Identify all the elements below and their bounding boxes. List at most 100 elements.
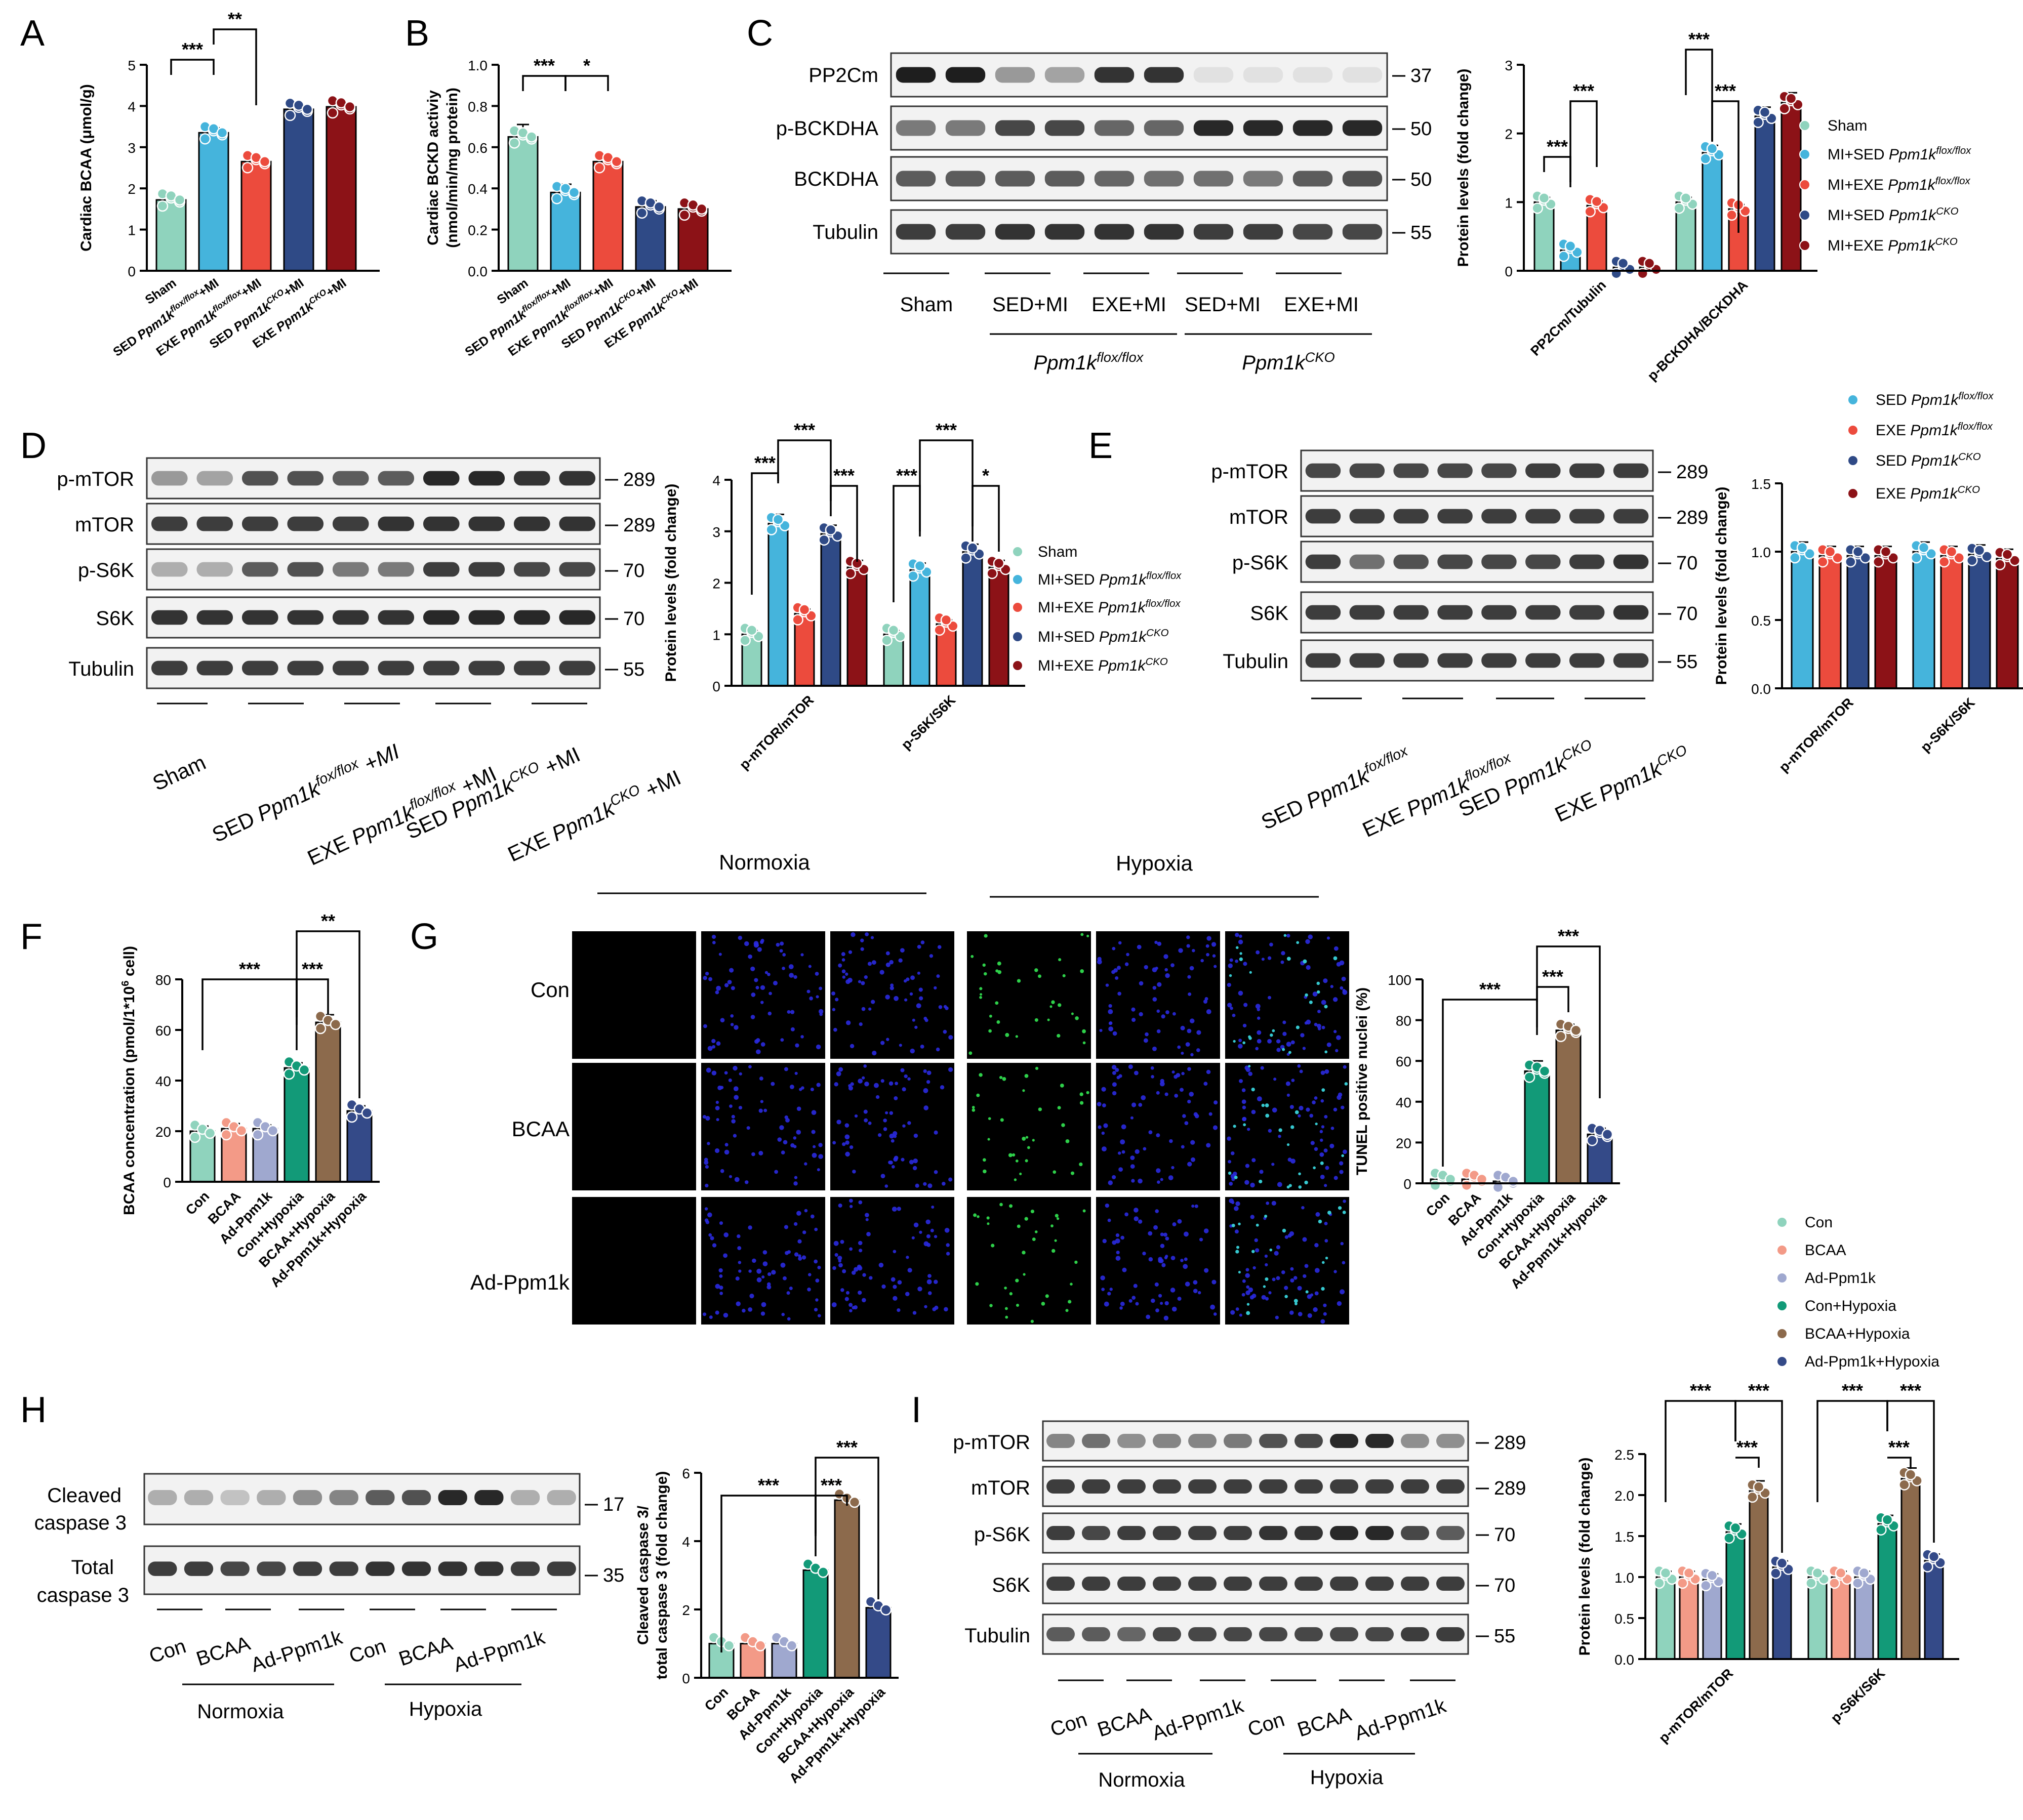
panel-g-chart-y-axis-title: TUNEL positive nuclei (%)	[1354, 987, 1370, 1175]
panel-g-nucleus	[917, 944, 921, 949]
panel-g-nucleus	[880, 1079, 884, 1083]
panel-g-nucleus	[1243, 1003, 1248, 1007]
panel-d-mtor-band	[559, 516, 596, 531]
panel-g-nucleus	[1171, 1070, 1175, 1074]
panel-g-nucleus	[883, 1127, 887, 1131]
panel-i-mtor-band	[1294, 1479, 1323, 1494]
panel-i-tubulin-band	[1294, 1627, 1323, 1642]
label-part: +MI	[633, 276, 659, 300]
panel-letter-F: F	[20, 917, 43, 957]
panel-g-nucleus	[786, 1291, 790, 1295]
panel-g-nucleus	[1312, 1100, 1316, 1104]
panel-d-mtor-band	[513, 516, 550, 531]
panel-g-nucleus	[711, 1070, 717, 1076]
panel-g-nucleus	[916, 1003, 921, 1009]
panel-i-ps6k-band	[1365, 1525, 1394, 1541]
panel-g-nucleus	[1321, 1025, 1325, 1029]
panel-c-group-label: EXE+MI	[1091, 294, 1166, 316]
panel-g-nucleus	[1187, 1067, 1191, 1071]
panel-g-nucleus	[1135, 1149, 1140, 1154]
panel-g-nucleus	[1164, 1092, 1168, 1096]
label-part: MI+SED	[1038, 571, 1099, 588]
panel-g-nucleus	[715, 1284, 720, 1289]
panel-e-pmtor-band	[1305, 463, 1341, 478]
panel-g-chart-sig2-bracket	[1536, 986, 1569, 1027]
panel-g-nucleus	[804, 1209, 808, 1213]
panel-d-mw: 70	[623, 608, 644, 630]
panel-g-tunel-nucleus	[1282, 1228, 1286, 1233]
panel-g-tunel-nucleus	[1004, 1307, 1008, 1310]
panel-g-nucleus	[1276, 1245, 1281, 1250]
panel-g-nucleus	[831, 991, 835, 996]
panel-g-nucleus	[909, 992, 913, 996]
panel-h-chart-sig3-stars: ***	[836, 1437, 858, 1458]
panel-g-nucleus	[1104, 1301, 1109, 1307]
panel-i-chart-point	[1875, 1524, 1887, 1536]
panel-f-point	[314, 1022, 327, 1035]
panel-a-point	[174, 194, 186, 206]
panel-i-mtor-band	[1117, 1479, 1146, 1494]
panel-i-chart-point	[1905, 1469, 1917, 1480]
panel-g-nucleus	[943, 1029, 947, 1034]
panel-g-nucleus	[934, 1130, 938, 1135]
panel-g-nucleus	[1155, 1209, 1159, 1213]
panel-i-pmtor-band	[1153, 1433, 1181, 1449]
panel-g-nucleus	[1326, 1042, 1331, 1047]
panel-g-nucleus	[1314, 1022, 1318, 1026]
panel-a-y-tick-label: 0	[128, 264, 136, 279]
panel-g-tunel-nucleus	[975, 1282, 979, 1286]
panel-c-chart-point	[1538, 192, 1550, 204]
panel-g-nucleus	[1282, 1031, 1287, 1036]
label-part: Sham	[1828, 117, 1867, 134]
panel-g-nucleus	[863, 1109, 868, 1114]
panel-h-total-membrane	[143, 1545, 581, 1595]
panel-h-cleaved-band	[438, 1490, 467, 1505]
panel-g-row-label: BCAA	[512, 1117, 570, 1141]
panel-g-nucleus	[1339, 1170, 1344, 1174]
panel-g-nucleus	[1303, 1274, 1307, 1278]
panel-g-tunel-nucleus	[1265, 1103, 1269, 1107]
panel-g-tunel-nucleus	[1074, 1260, 1078, 1264]
panel-g-nucleus	[838, 1263, 843, 1268]
panel-g-nucleus	[1335, 1049, 1339, 1053]
panel-g-nucleus	[1227, 1136, 1231, 1141]
panel-d-sig6-stars: *	[982, 465, 989, 486]
panel-g-nucleus	[1246, 1285, 1250, 1289]
panel-g-nucleus	[1108, 1004, 1112, 1008]
panel-g-chart-point	[1586, 1135, 1598, 1146]
panel-g-nucleus	[1103, 1123, 1108, 1128]
panel-a-bar	[326, 106, 357, 272]
panel-h-chart-point	[786, 1640, 798, 1651]
panel-g-nucleus	[1314, 1291, 1319, 1296]
panel-d-mw: 289	[623, 469, 655, 490]
panel-g-nucleus	[1289, 1231, 1294, 1236]
panel-h-group-label: BCAA	[396, 1632, 455, 1671]
panel-g-nucleus	[756, 1049, 761, 1054]
panel-g-nucleus	[809, 996, 813, 1001]
panel-d-pmtor-band	[559, 471, 596, 486]
panel-d-pmtor-band	[513, 471, 550, 486]
panel-g-nucleus	[1152, 1046, 1157, 1051]
panel-a-sig1-stars: ***	[182, 39, 203, 60]
panel-g-nucleus	[1193, 1289, 1198, 1294]
panel-h-chart-bar	[834, 1499, 860, 1679]
panel-g-nucleus	[781, 1312, 785, 1316]
panel-g-nucleus	[815, 1298, 819, 1302]
panel-c-tubulin-band	[1193, 224, 1234, 240]
panel-e-s6k-band	[1437, 605, 1473, 620]
panel-g-nucleus	[834, 1253, 838, 1257]
panel-g-nucleus	[1165, 973, 1170, 978]
label-part: flox/flox	[1097, 349, 1144, 365]
panel-g-tunel-nucleus	[1342, 1211, 1346, 1214]
panel-g-nucleus	[704, 1207, 708, 1211]
panel-g-nucleus	[1194, 1204, 1198, 1208]
panel-d-mtor-band	[423, 516, 460, 531]
panel-g-chart-sig1-stars: ***	[1479, 979, 1501, 1000]
panel-g-nucleus	[1116, 1251, 1120, 1255]
panel-g-nucleus	[885, 951, 890, 956]
panel-g-nucleus	[840, 1239, 844, 1244]
panel-g-tunel-nucleus	[1321, 1287, 1325, 1291]
panel-g-nucleus	[785, 1251, 789, 1255]
panel-g-tunel-nucleus	[1038, 1107, 1042, 1111]
panel-i-chart-point	[1776, 1557, 1788, 1569]
